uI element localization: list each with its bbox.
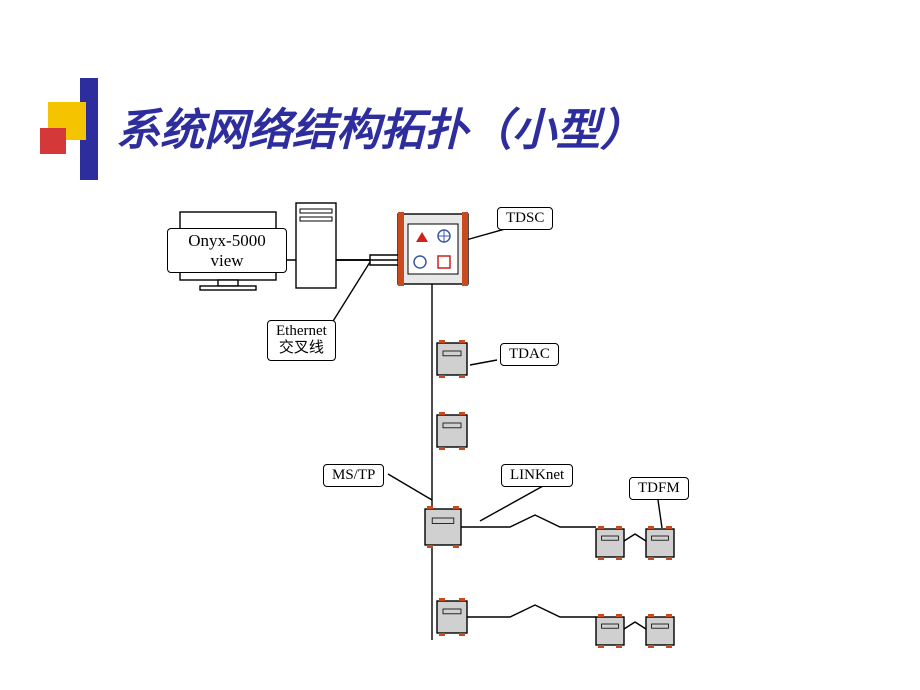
label-linknet: LINKnet xyxy=(501,464,573,487)
label-tdsc: TDSC xyxy=(497,207,553,230)
topology-diagram xyxy=(0,0,920,690)
label-mstp: MS/TP xyxy=(323,464,384,487)
label-ethernet: Ethernet交叉线 xyxy=(267,320,336,361)
label-tdfm: TDFM xyxy=(629,477,689,500)
label-tdac: TDAC xyxy=(500,343,559,366)
label-onyx: Onyx-5000view xyxy=(167,228,287,273)
